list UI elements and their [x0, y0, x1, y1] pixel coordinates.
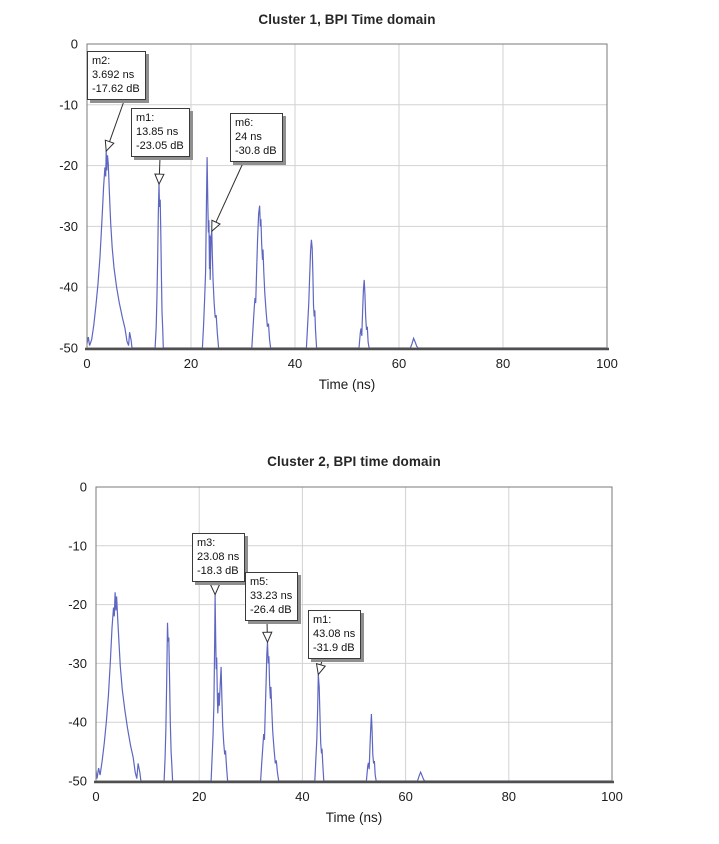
marker-callout-m5: m5: 33.23 ns -26.4 dB [245, 572, 299, 621]
marker-time: 43.08 ns [313, 628, 356, 640]
marker-arrowhead-icon [315, 663, 327, 676]
marker-callout-m2: m2: 3.692 ns -17.62 dB [87, 51, 146, 100]
marker-arrowhead-icon [154, 173, 165, 186]
y-tick-label: -10 [68, 538, 87, 553]
x-tick-label: 40 [288, 356, 302, 371]
x-tick-label: 0 [83, 356, 90, 371]
marker-time: 24 ns [235, 131, 262, 143]
chart-title: Cluster 1, BPI Time domain [258, 12, 436, 27]
x-tick-label: 40 [295, 789, 309, 804]
series-line [86, 151, 607, 349]
x-axis-title: Time (ns) [319, 377, 376, 392]
marker-time: 13.85 ns [136, 126, 179, 138]
gridlines [86, 43, 608, 349]
marker-callout-m6: m6: 24 ns -30.8 dB [230, 113, 283, 162]
y-tick-label: 0 [71, 37, 78, 52]
marker-label: m1: [313, 614, 332, 626]
marker-value: -31.9 dB [313, 642, 355, 654]
marker-label: m2: [92, 55, 111, 67]
y-tick-label: -20 [59, 158, 78, 173]
marker-arrowhead-icon [209, 584, 221, 596]
marker-leader-line [109, 100, 125, 142]
x-tick-label: 80 [502, 789, 516, 804]
marker-value: -17.62 dB [92, 83, 140, 95]
y-tick-label: -30 [68, 656, 87, 671]
marker-label: m1: [136, 112, 155, 124]
marker-leader-line [215, 162, 244, 223]
x-tick-label: 20 [184, 356, 198, 371]
marker-callout-m3: m3: 23.08 ns -18.3 dB [192, 533, 246, 582]
marker-value: -18.3 dB [197, 565, 239, 577]
marker-value: -23.05 dB [136, 140, 184, 152]
plot-frame [86, 43, 608, 349]
plot-area: 0 20 40 60 80 100 0 -10 -20 -30 -40 -50 Time (ns) [68, 480, 623, 826]
x-tick-label: 20 [192, 789, 206, 804]
cluster2-time-domain-chart: Cluster 2, BPI time domain 0 20 40 60 80 100 0… [0, 444, 719, 844]
tick-labels: 0 20 40 60 80 100 0 -10 -20 -30 -40 -50 [59, 37, 618, 372]
y-tick-label: -10 [59, 97, 78, 112]
tick-labels: 0 20 40 60 80 100 0 -10 -20 -30 -40 -50 [68, 480, 623, 805]
marker-leader-line [158, 157, 161, 175]
marker-arrowhead-icon [211, 219, 221, 233]
marker-callout-m1: m1: 13.85 ns -23.05 dB [131, 108, 190, 157]
cluster1-time-domain-chart: Cluster 1, BPI Time domain 0 20 40 60 80 100 0… [0, 0, 719, 400]
y-tick-label: -50 [68, 774, 87, 789]
x-tick-label: 80 [496, 356, 510, 371]
marker-time: 23.08 ns [197, 551, 240, 563]
x-tick-label: 100 [596, 356, 618, 371]
x-axis-title: Time (ns) [326, 810, 383, 825]
marker-arrowhead-icon [104, 139, 115, 153]
marker-time: 3.692 ns [92, 69, 135, 81]
y-tick-label: 0 [80, 480, 87, 495]
y-tick-label: -50 [59, 341, 78, 356]
marker-time: 33.23 ns [250, 590, 293, 602]
chart-title: Cluster 2, BPI time domain [267, 454, 441, 469]
marker-arrowhead-icon [262, 631, 273, 644]
plot-area: 0 20 40 60 80 100 0 -10 -20 -30 -40 -50 Time (ns) [59, 37, 618, 393]
marker-value: -26.4 dB [250, 604, 292, 616]
y-tick-label: -20 [68, 597, 87, 612]
y-tick-label: -40 [59, 280, 78, 295]
marker-value: -30.8 dB [235, 145, 277, 157]
x-tick-label: 60 [398, 789, 412, 804]
x-tick-label: 100 [601, 789, 623, 804]
y-tick-label: -40 [68, 715, 87, 730]
x-tick-label: 0 [92, 789, 99, 804]
x-tick-label: 60 [392, 356, 406, 371]
y-tick-label: -30 [59, 219, 78, 234]
marker-label: m6: [235, 117, 254, 129]
marker-label: m3: [197, 537, 216, 549]
marker-callout-m1: m1: 43.08 ns -31.9 dB [308, 610, 362, 659]
marker-label: m5: [250, 576, 269, 588]
